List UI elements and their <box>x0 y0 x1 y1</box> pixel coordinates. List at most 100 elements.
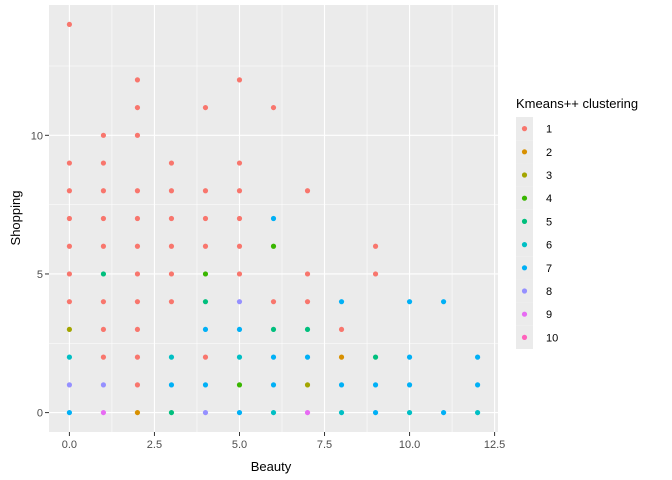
x-tick-label: 2.5 <box>147 439 162 451</box>
data-point-cluster-1 <box>202 188 209 194</box>
data-point-cluster-7 <box>440 299 447 305</box>
y-axis-ticks: 0 5 10 <box>31 130 49 420</box>
legend-key-point-4 <box>521 195 528 201</box>
data-point-cluster-7 <box>474 382 481 388</box>
data-point-cluster-1 <box>66 188 73 194</box>
data-point-cluster-3 <box>66 326 73 333</box>
data-point-cluster-1 <box>270 299 277 305</box>
data-point-cluster-1 <box>134 243 141 249</box>
data-point-cluster-4 <box>270 243 277 249</box>
data-point-cluster-1 <box>236 243 243 249</box>
data-point-cluster-1 <box>168 299 175 305</box>
data-point-cluster-1 <box>168 160 175 166</box>
data-point-cluster-2 <box>134 409 141 416</box>
data-point-cluster-1 <box>202 215 209 222</box>
data-point-cluster-1 <box>66 271 73 277</box>
data-point-cluster-1 <box>100 215 107 222</box>
x-tick-label: 5.0 <box>232 439 247 451</box>
data-point-cluster-1 <box>304 299 311 305</box>
legend-label-5: 5 <box>546 216 552 228</box>
data-point-cluster-7 <box>270 382 277 388</box>
data-point-cluster-7 <box>236 326 243 333</box>
y-axis-title: Shopping <box>8 191 23 246</box>
y-tick-label: 10 <box>31 130 43 142</box>
data-point-cluster-1 <box>236 77 243 83</box>
data-point-cluster-1 <box>100 188 107 194</box>
data-point-cluster-1 <box>134 299 141 305</box>
legend-key-point-7 <box>521 265 528 271</box>
data-point-cluster-8 <box>100 382 107 388</box>
legend-key-point-10 <box>521 334 528 340</box>
data-point-cluster-1 <box>100 160 107 166</box>
legend-title: Kmeans++ clustering <box>516 96 638 111</box>
data-point-cluster-7 <box>406 354 413 360</box>
data-point-cluster-7 <box>372 409 379 416</box>
data-point-cluster-1 <box>168 188 175 194</box>
data-point-cluster-6 <box>406 409 413 416</box>
data-point-cluster-5 <box>202 299 209 305</box>
legend-label-2: 2 <box>546 147 552 159</box>
data-point-cluster-6 <box>270 409 277 416</box>
data-point-cluster-6 <box>236 354 243 360</box>
grid-minor <box>49 5 498 432</box>
data-point-cluster-1 <box>100 243 107 249</box>
data-point-cluster-1 <box>236 215 243 222</box>
legend-key-point-5 <box>521 218 528 224</box>
legend-label-3: 3 <box>546 170 552 182</box>
data-point-cluster-2 <box>338 354 345 360</box>
data-point-cluster-1 <box>202 354 209 360</box>
data-point-cluster-1 <box>304 271 311 277</box>
data-point-cluster-7 <box>236 409 243 416</box>
data-point-cluster-1 <box>134 77 141 83</box>
data-point-cluster-1 <box>372 243 379 249</box>
x-tick-label: 10.0 <box>399 439 420 451</box>
data-point-cluster-7 <box>440 409 447 416</box>
data-point-cluster-4 <box>236 382 243 388</box>
x-axis-title: Beauty <box>251 459 292 474</box>
legend-label-10: 10 <box>546 332 558 344</box>
data-points <box>66 21 481 416</box>
legend-label-1: 1 <box>546 124 552 136</box>
data-point-cluster-7 <box>474 354 481 360</box>
data-point-cluster-1 <box>100 326 107 333</box>
data-point-cluster-1 <box>168 243 175 249</box>
data-point-cluster-1 <box>134 326 141 333</box>
legend-key-point-2 <box>521 149 528 155</box>
data-point-cluster-1 <box>134 104 141 111</box>
data-point-cluster-1 <box>168 215 175 222</box>
data-point-cluster-1 <box>304 188 311 194</box>
data-point-cluster-1 <box>236 188 243 194</box>
data-point-cluster-1 <box>66 215 73 222</box>
data-point-cluster-4 <box>202 271 209 277</box>
data-point-cluster-1 <box>270 104 277 111</box>
legend-label-9: 9 <box>546 309 552 321</box>
data-point-cluster-7 <box>338 299 345 305</box>
data-point-cluster-5 <box>270 326 277 333</box>
data-point-cluster-5 <box>168 409 175 416</box>
data-point-cluster-1 <box>236 160 243 166</box>
data-point-cluster-1 <box>168 271 175 277</box>
data-point-cluster-1 <box>100 299 107 305</box>
data-point-cluster-7 <box>168 382 175 388</box>
data-point-cluster-1 <box>100 354 107 360</box>
data-point-cluster-1 <box>134 354 141 360</box>
data-point-cluster-1 <box>372 271 379 277</box>
data-point-cluster-5 <box>304 326 311 333</box>
legend-label-4: 4 <box>546 193 552 205</box>
legend-key-point-8 <box>521 288 528 294</box>
data-point-cluster-6 <box>338 409 345 416</box>
legend-key-point-9 <box>521 311 528 317</box>
legend-label-7: 7 <box>546 263 552 275</box>
legend-label-6: 6 <box>546 240 552 252</box>
data-point-cluster-8 <box>202 409 209 416</box>
legend-key-point-6 <box>521 242 528 248</box>
data-point-cluster-1 <box>338 326 345 333</box>
data-point-cluster-1 <box>134 188 141 194</box>
data-point-cluster-1 <box>134 132 141 138</box>
data-point-cluster-7 <box>372 382 379 388</box>
legend: Kmeans++ clustering 1 2 3 4 5 6 7 8 9 10 <box>516 96 638 349</box>
data-point-cluster-9 <box>100 409 107 416</box>
y-tick-label: 5 <box>37 269 43 281</box>
data-point-cluster-1 <box>66 243 73 249</box>
